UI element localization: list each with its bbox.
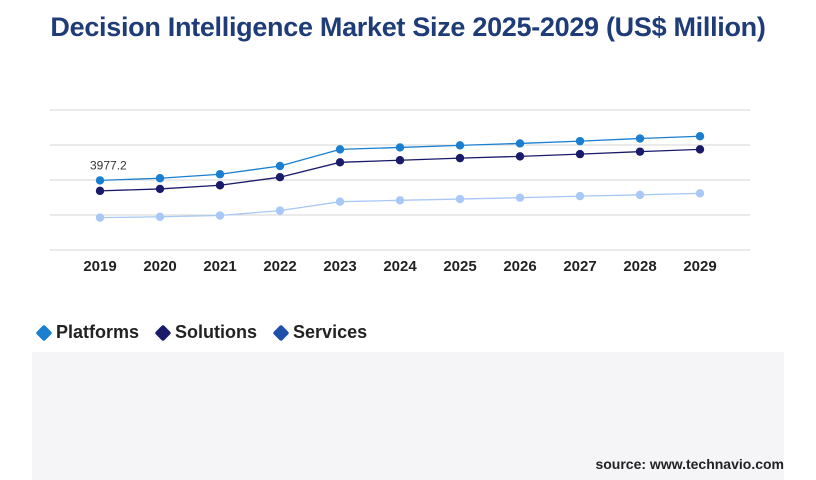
x-tick-label: 2021 xyxy=(203,258,236,275)
legend-item-platforms: Platforms xyxy=(35,322,140,343)
data-point-platforms xyxy=(275,161,285,171)
x-tick-label: 2027 xyxy=(563,258,596,275)
x-tick-label: 2025 xyxy=(443,258,476,275)
data-point-platforms xyxy=(515,139,525,148)
data-point-platforms xyxy=(215,170,225,179)
x-tick-label: 2024 xyxy=(383,258,417,275)
data-point-solutions xyxy=(635,147,645,156)
data-point-platforms xyxy=(635,134,645,143)
x-tick-label: 2026 xyxy=(503,258,536,275)
data-point-services xyxy=(275,206,285,215)
data-point-solutions xyxy=(695,145,705,154)
data-point-platforms xyxy=(155,174,165,183)
x-tick-label: 2020 xyxy=(143,258,176,275)
data-point-platforms xyxy=(575,136,585,146)
legend-marker-icon xyxy=(272,324,290,341)
legend-item-solutions: Solutions xyxy=(154,322,258,343)
legend-panel-background xyxy=(32,352,784,480)
data-label: 3977.2 xyxy=(90,158,127,172)
data-point-services xyxy=(395,196,405,205)
data-point-services xyxy=(635,190,645,200)
data-point-services xyxy=(335,197,345,206)
data-point-services xyxy=(215,211,225,220)
data-point-solutions xyxy=(275,173,285,182)
data-point-solutions xyxy=(95,186,105,196)
legend-marker-icon xyxy=(35,324,53,341)
legend-marker-icon xyxy=(154,324,172,341)
legend-label: Solutions xyxy=(175,322,258,342)
data-point-services xyxy=(695,189,705,198)
data-point-platforms xyxy=(455,141,465,150)
chart-title: Decision Intelligence Market Size 2025-2… xyxy=(50,12,766,42)
data-point-solutions xyxy=(455,153,465,163)
data-point-solutions xyxy=(215,181,225,190)
series-line-solutions xyxy=(99,148,701,192)
line-chart: 2019 2020 2021 2022 2023 2024 2025 2026 2027 2028… xyxy=(50,109,750,275)
data-point-solutions xyxy=(335,158,345,167)
data-point-services xyxy=(455,194,465,204)
legend-label: Services xyxy=(293,322,368,342)
data-point-services xyxy=(575,191,585,201)
x-tick-label: 2029 xyxy=(683,258,716,275)
data-point-solutions xyxy=(575,149,585,159)
data-point-solutions xyxy=(155,184,165,194)
data-point-platforms xyxy=(695,132,705,141)
data-point-platforms xyxy=(335,145,345,154)
x-tick-label: 2022 xyxy=(263,258,296,275)
x-tick-label: 2028 xyxy=(623,258,656,275)
legend-label: Platforms xyxy=(56,322,140,342)
chart-legend: Platforms Solutions Services xyxy=(35,322,368,343)
data-point-services xyxy=(95,213,105,222)
data-point-services xyxy=(515,193,525,202)
x-tick-label: 2023 xyxy=(323,258,356,275)
legend-item-services: Services xyxy=(272,322,368,343)
source-credit: source: www.technavio.com xyxy=(595,456,784,472)
x-tick-label: 2019 xyxy=(83,258,116,275)
data-point-services xyxy=(155,212,165,221)
data-point-platforms xyxy=(95,176,105,185)
data-point-platforms xyxy=(395,143,405,152)
data-point-solutions xyxy=(515,152,525,161)
data-point-solutions xyxy=(395,156,405,165)
